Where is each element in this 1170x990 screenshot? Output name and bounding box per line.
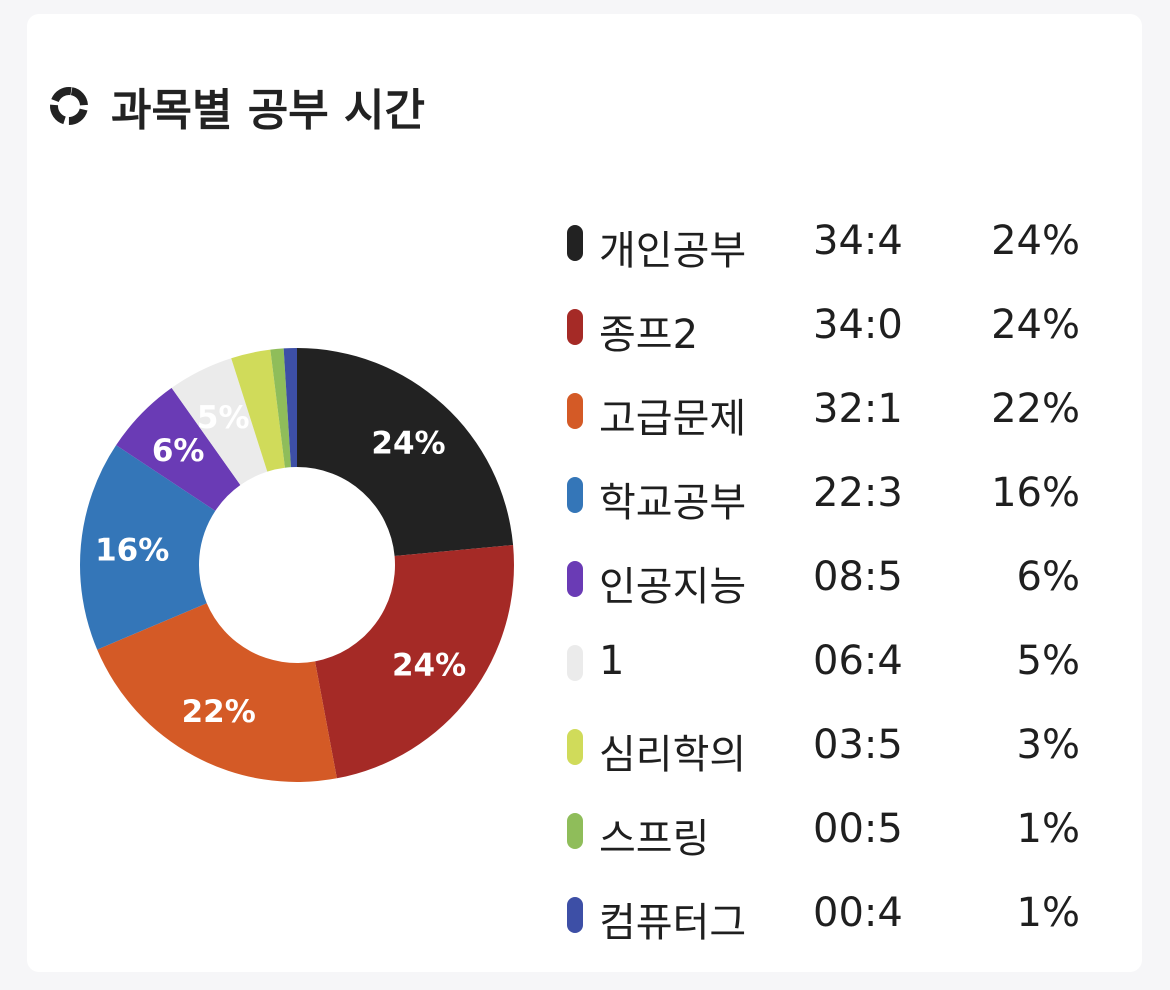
legend-swatch <box>567 813 583 849</box>
legend-percent: 24% <box>991 302 1080 348</box>
legend-swatch <box>567 729 583 765</box>
slice-percent-label: 6% <box>152 433 205 469</box>
legend-study-time: 00:5 <box>813 806 903 852</box>
legend-swatch <box>567 897 583 933</box>
legend-study-time: 34:4 <box>813 218 903 264</box>
legend-percent: 22% <box>991 386 1080 432</box>
legend-study-time: 03:5 <box>813 722 903 768</box>
legend-swatch <box>567 225 583 261</box>
legend-study-time: 06:4 <box>813 638 903 684</box>
legend-subject-name: 심리학의 <box>599 732 747 778</box>
legend-item[interactable]: 스프링 00:5 1% <box>567 792 1092 876</box>
donut-chart: 24% 24% 22% 16% 6%5% <box>79 348 514 783</box>
slice-percent-label: 24% <box>371 426 445 462</box>
legend-study-time: 22:3 <box>813 470 903 516</box>
legend-study-time: 08:5 <box>813 554 903 600</box>
legend-subject-name: 컴퓨터그 <box>599 900 747 946</box>
legend-item[interactable]: 고급문제 32:1 22% <box>567 372 1092 456</box>
slice-percent-label: 5% <box>197 400 250 436</box>
legend-study-time: 00:4 <box>813 890 903 936</box>
legend-study-time: 34:0 <box>813 302 903 348</box>
legend-item[interactable]: 개인공부 34:4 24% <box>567 204 1092 288</box>
legend-swatch <box>567 561 583 597</box>
legend-percent: 16% <box>991 470 1080 516</box>
legend-item[interactable]: 종프2 34:0 24% <box>567 288 1092 372</box>
donut-slice[interactable] <box>297 348 514 556</box>
donut-chart-icon <box>50 87 88 125</box>
slice-percent-label: 22% <box>182 694 256 730</box>
donut-slice[interactable] <box>270 348 291 468</box>
legend-swatch <box>567 645 583 681</box>
legend-item[interactable]: 학교공부 22:3 16% <box>567 456 1092 540</box>
legend-subject-name: 학교공부 <box>599 480 747 526</box>
legend-item[interactable]: 컴퓨터그 00:4 1% <box>567 876 1092 960</box>
card-header: 과목별 공부 시간 <box>47 76 425 136</box>
study-time-card: 과목별 공부 시간 24% 24% 22% 16% 6% 5% 개인공부 34:4 24% 종프… <box>27 14 1142 972</box>
legend-percent: 3% <box>1016 722 1080 768</box>
legend-subject-name: 개인공부 <box>599 228 747 274</box>
donut-slice[interactable] <box>97 603 337 783</box>
donut-slice[interactable] <box>231 349 285 472</box>
legend-percent: 24% <box>991 218 1080 264</box>
legend-subject-name: 종프2 <box>599 312 699 358</box>
legend-subject-name: 고급문제 <box>599 396 747 442</box>
legend-percent: 6% <box>1016 554 1080 600</box>
legend-percent: 1% <box>1016 890 1080 936</box>
legend-swatch <box>567 309 583 345</box>
legend-subject-name: 1 <box>599 638 625 684</box>
donut-slice[interactable] <box>315 544 514 779</box>
legend-item[interactable]: 1 06:4 5% <box>567 624 1092 708</box>
legend-percent: 5% <box>1016 638 1080 684</box>
chart-legend: 개인공부 34:4 24% 종프2 34:0 24% 고급문제 32:1 22% 학교공부 22:3… <box>567 204 1092 960</box>
legend-percent: 1% <box>1016 806 1080 852</box>
legend-subject-name: 스프링 <box>599 816 710 862</box>
legend-subject-name: 인공지능 <box>599 564 747 610</box>
donut-slice[interactable] <box>171 358 268 486</box>
legend-item[interactable]: 인공지능 08:5 6% <box>567 540 1092 624</box>
legend-study-time: 32:1 <box>813 386 903 432</box>
card-title: 과목별 공부 시간 <box>111 85 425 136</box>
slice-percent-label: 24% <box>392 648 466 684</box>
legend-item[interactable]: 심리학의 03:5 3% <box>567 708 1092 792</box>
donut-slice[interactable] <box>283 348 297 468</box>
donut-slice[interactable] <box>79 445 216 650</box>
donut-slice[interactable] <box>116 387 241 511</box>
legend-swatch <box>567 393 583 429</box>
slice-percent-label: 16% <box>95 533 169 569</box>
legend-swatch <box>567 477 583 513</box>
